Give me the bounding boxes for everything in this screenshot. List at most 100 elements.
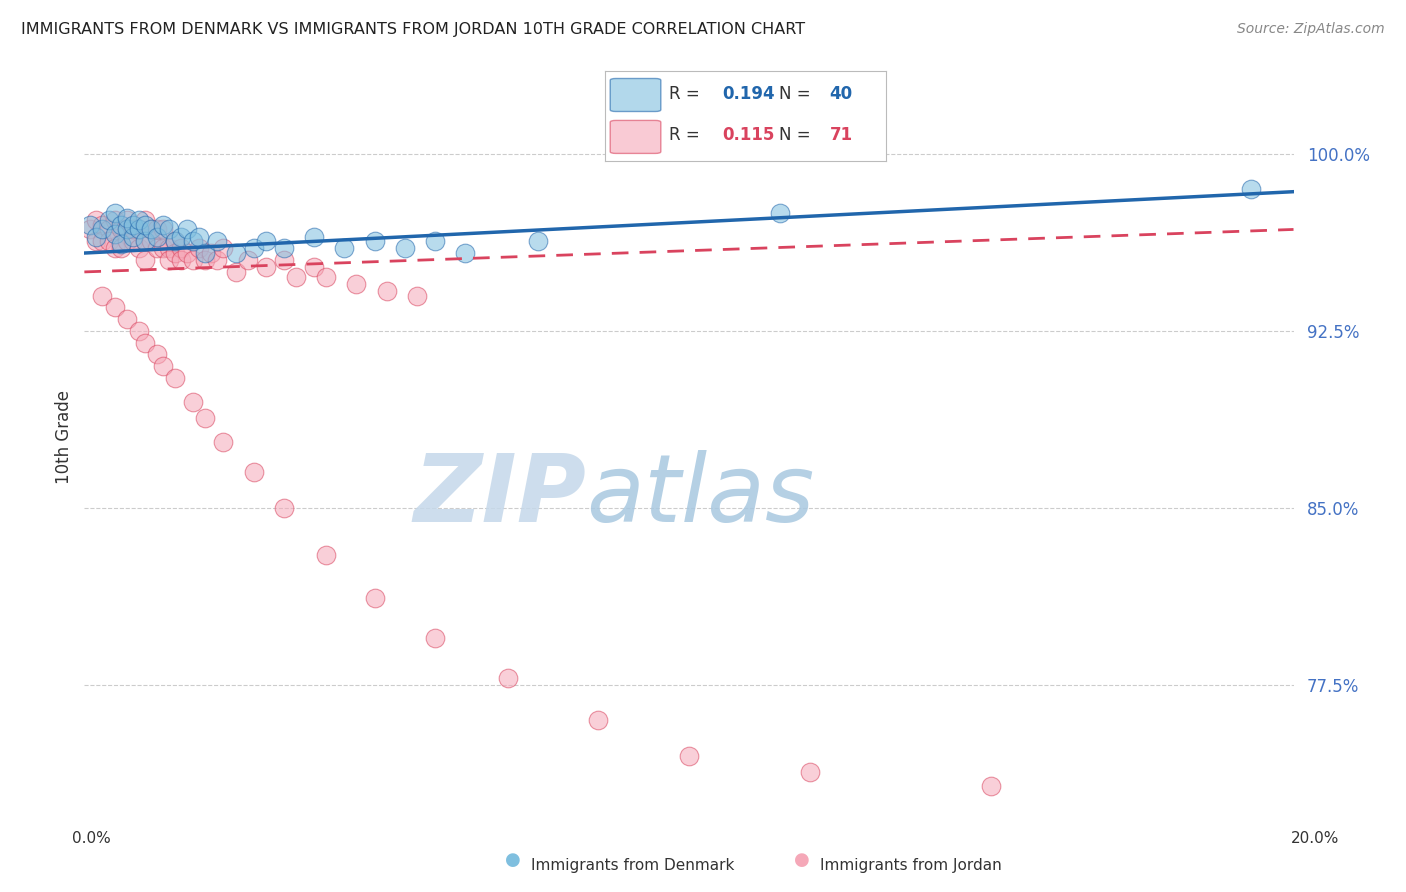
Point <box>363 234 385 248</box>
Point <box>134 253 156 268</box>
Point <box>799 765 821 780</box>
Point <box>181 253 204 268</box>
Point <box>346 277 368 291</box>
Point <box>152 218 174 232</box>
Point <box>146 229 169 244</box>
FancyBboxPatch shape <box>610 120 661 153</box>
Point <box>163 234 186 248</box>
Point <box>97 234 120 248</box>
Point <box>315 269 337 284</box>
Point <box>104 227 127 242</box>
Point <box>176 222 198 236</box>
Point <box>181 394 204 409</box>
Point <box>97 222 120 236</box>
Point <box>406 288 429 302</box>
Point <box>302 229 325 244</box>
Point <box>273 253 295 268</box>
Point <box>128 222 150 236</box>
Point <box>91 222 114 236</box>
Point <box>115 312 138 326</box>
Point <box>97 213 120 227</box>
Point <box>163 234 186 248</box>
Point <box>423 234 446 248</box>
Point <box>254 260 277 275</box>
Point <box>128 222 150 236</box>
Point <box>121 218 143 232</box>
Point <box>163 371 186 385</box>
Text: IMMIGRANTS FROM DENMARK VS IMMIGRANTS FROM JORDAN 10TH GRADE CORRELATION CHART: IMMIGRANTS FROM DENMARK VS IMMIGRANTS FR… <box>21 22 806 37</box>
Point <box>86 234 108 248</box>
Point <box>134 213 156 227</box>
Point <box>207 234 229 248</box>
Point <box>110 236 132 251</box>
Point <box>115 222 138 236</box>
Point <box>146 222 169 236</box>
Point <box>254 234 277 248</box>
Text: ●: ● <box>505 851 522 869</box>
Point <box>273 241 295 255</box>
Point <box>242 241 264 255</box>
Point <box>163 246 186 260</box>
Text: N =: N = <box>779 126 815 145</box>
Point <box>128 213 150 227</box>
Text: 40: 40 <box>830 85 852 103</box>
Point <box>134 234 156 248</box>
Point <box>115 211 138 225</box>
Point <box>375 284 398 298</box>
Point <box>110 218 132 232</box>
Point <box>134 335 156 350</box>
Text: 0.0%: 0.0% <box>72 831 111 846</box>
Point <box>134 234 156 248</box>
Point <box>110 241 132 255</box>
Text: ZIP: ZIP <box>413 450 586 541</box>
Point <box>121 222 143 236</box>
Point <box>526 234 548 248</box>
Point <box>104 213 127 227</box>
Point <box>423 631 446 645</box>
Point <box>134 218 156 232</box>
Point <box>496 671 519 685</box>
Point <box>200 246 222 260</box>
Point <box>139 222 162 236</box>
Point <box>212 434 235 449</box>
Y-axis label: 10th Grade: 10th Grade <box>55 390 73 484</box>
Point <box>121 229 143 244</box>
Point <box>181 234 204 248</box>
Point <box>315 548 337 562</box>
Text: atlas: atlas <box>586 450 814 541</box>
Point <box>128 324 150 338</box>
Text: 71: 71 <box>830 126 852 145</box>
Point <box>170 253 193 268</box>
Point <box>394 241 416 255</box>
Point <box>207 253 229 268</box>
Text: 0.194: 0.194 <box>723 85 775 103</box>
FancyBboxPatch shape <box>610 78 661 112</box>
Point <box>980 779 1002 793</box>
Point <box>212 241 235 255</box>
Point <box>194 246 217 260</box>
Point <box>678 748 700 763</box>
Point <box>115 234 138 248</box>
Point <box>146 241 169 255</box>
Point <box>79 222 101 236</box>
Point <box>225 265 247 279</box>
Point <box>454 246 477 260</box>
Point <box>194 411 217 425</box>
Point <box>157 253 180 268</box>
Point <box>188 229 211 244</box>
Point <box>115 222 138 236</box>
Point <box>110 222 132 236</box>
Point <box>152 359 174 374</box>
Point <box>170 229 193 244</box>
Point <box>152 222 174 236</box>
Point <box>273 500 295 515</box>
Point <box>1240 182 1263 196</box>
Point <box>115 213 138 227</box>
Point <box>769 206 792 220</box>
Point <box>363 591 385 605</box>
Point <box>225 246 247 260</box>
Point <box>104 241 127 255</box>
Text: Immigrants from Denmark: Immigrants from Denmark <box>531 858 735 872</box>
Text: N =: N = <box>779 85 815 103</box>
Point <box>91 218 114 232</box>
